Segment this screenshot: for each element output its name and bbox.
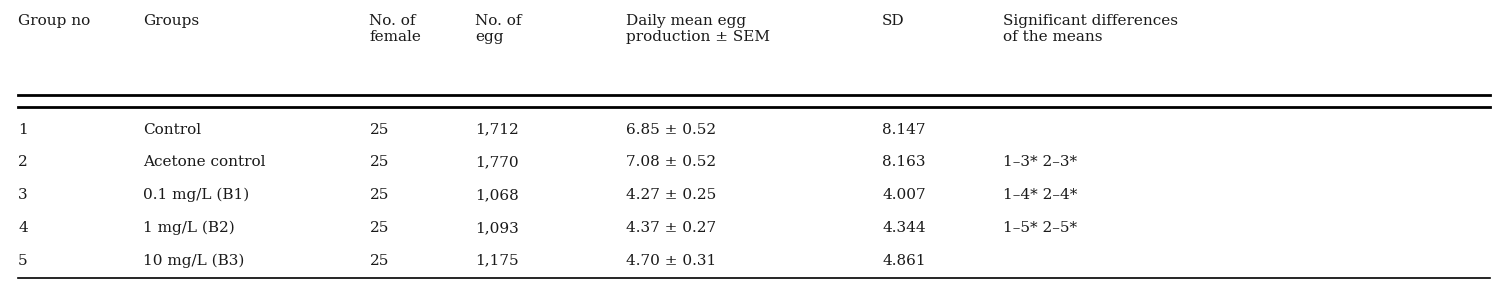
Text: 25: 25 xyxy=(369,155,389,170)
Text: Acetone control: Acetone control xyxy=(143,155,265,170)
Text: Daily mean egg
production ± SEM: Daily mean egg production ± SEM xyxy=(626,14,769,44)
Text: 10 mg/L (B3): 10 mg/L (B3) xyxy=(143,254,244,268)
Text: 4.37 ± 0.27: 4.37 ± 0.27 xyxy=(626,221,716,235)
Text: 1,093: 1,093 xyxy=(475,221,519,235)
Text: Significant differences
of the means: Significant differences of the means xyxy=(1003,14,1178,44)
Text: 8.147: 8.147 xyxy=(882,123,926,137)
Text: No. of
egg: No. of egg xyxy=(475,14,522,44)
Text: 5: 5 xyxy=(18,254,27,268)
Text: 1 mg/L (B2): 1 mg/L (B2) xyxy=(143,221,235,235)
Text: Group no: Group no xyxy=(18,14,90,28)
Text: 4.344: 4.344 xyxy=(882,221,926,235)
Text: Control: Control xyxy=(143,123,202,137)
Text: 4.70 ± 0.31: 4.70 ± 0.31 xyxy=(626,254,716,268)
Text: 3: 3 xyxy=(18,188,27,202)
Text: 1,068: 1,068 xyxy=(475,188,519,202)
Text: 7.08 ± 0.52: 7.08 ± 0.52 xyxy=(626,155,716,170)
Text: 1–4* 2–4*: 1–4* 2–4* xyxy=(1003,188,1077,202)
Text: 1,175: 1,175 xyxy=(475,254,519,268)
Text: SD: SD xyxy=(882,14,905,28)
Text: 25: 25 xyxy=(369,123,389,137)
Text: 4.27 ± 0.25: 4.27 ± 0.25 xyxy=(626,188,716,202)
Text: 4.861: 4.861 xyxy=(882,254,926,268)
Text: 25: 25 xyxy=(369,254,389,268)
Text: 6.85 ± 0.52: 6.85 ± 0.52 xyxy=(626,123,716,137)
Text: 8.163: 8.163 xyxy=(882,155,926,170)
Text: 4.007: 4.007 xyxy=(882,188,926,202)
Text: 25: 25 xyxy=(369,188,389,202)
Text: 1,770: 1,770 xyxy=(475,155,519,170)
Text: 25: 25 xyxy=(369,221,389,235)
Text: 2: 2 xyxy=(18,155,27,170)
Text: 1–5* 2–5*: 1–5* 2–5* xyxy=(1003,221,1077,235)
Text: 1: 1 xyxy=(18,123,27,137)
Text: 0.1 mg/L (B1): 0.1 mg/L (B1) xyxy=(143,188,249,202)
Text: 4: 4 xyxy=(18,221,27,235)
Text: 1–3* 2–3*: 1–3* 2–3* xyxy=(1003,155,1077,170)
Text: No. of
female: No. of female xyxy=(369,14,421,44)
Text: Groups: Groups xyxy=(143,14,199,28)
Text: 1,712: 1,712 xyxy=(475,123,519,137)
